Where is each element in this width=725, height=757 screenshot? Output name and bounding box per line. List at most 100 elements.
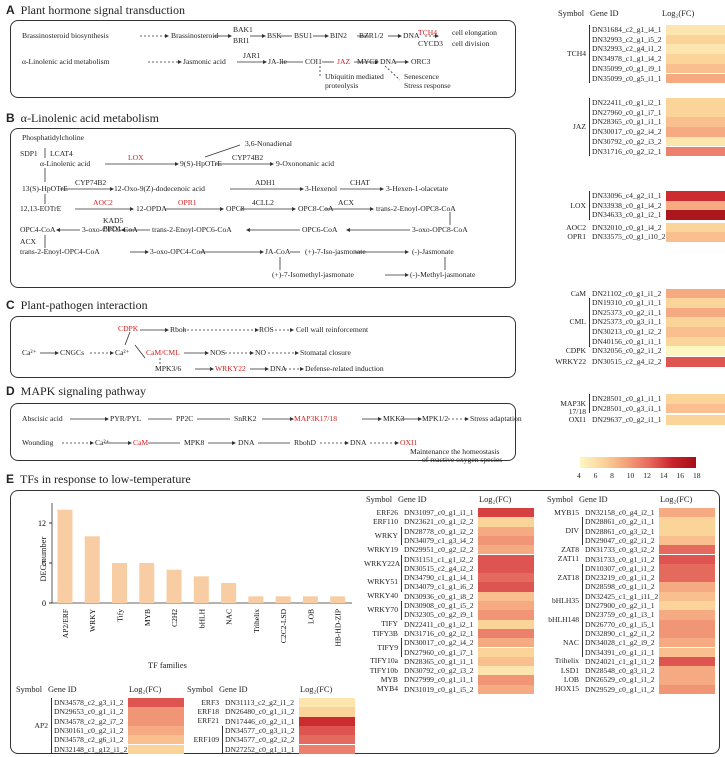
fc-cell — [478, 647, 534, 657]
group-bracket — [589, 394, 590, 414]
group-bracket — [582, 563, 583, 592]
gene-id: DN30017_c0_g2_i4_2 — [404, 638, 474, 648]
gene-symbol: TIFY10b — [369, 665, 398, 675]
fc-cell — [659, 582, 715, 592]
bar-LOB — [302, 596, 318, 603]
gene-id: DN28365_c0_g1_i1_1 — [404, 656, 474, 666]
fc-cell — [299, 735, 355, 745]
gene-symbol: OPR1 — [567, 231, 586, 241]
gene-id: DN28778_c0_g1_i2_2 — [404, 526, 474, 536]
gene-id: DN34633_c0_g1_i2_1 — [592, 210, 662, 220]
b-label: (-)-Methyl-jasmonate — [410, 270, 476, 279]
fc-cell — [666, 127, 725, 137]
fc-cell — [659, 684, 715, 694]
gene-id: DN30792_c0_g2_i3_2 — [404, 666, 474, 676]
gene-id: DN33938_c0_g1_i4_2 — [592, 200, 662, 210]
b-label-gene: OPR1 — [178, 198, 197, 207]
gene-symbol: MYB15 — [554, 507, 579, 517]
gene-id: DN23219_c0_g1_i1_2 — [585, 573, 655, 583]
a-label: BZR1/2 — [359, 31, 384, 40]
gene-symbol: ERF26 — [376, 507, 398, 517]
fc-cell — [478, 656, 534, 667]
a-label: BRI1 — [233, 36, 250, 45]
fc-cell — [128, 735, 184, 745]
gene-id: DN31733_c0_g1_i1_2 — [585, 554, 655, 564]
panel-e-header: E TFs in response to low-temperature — [6, 472, 191, 486]
d-label: Stress adaptation — [470, 414, 522, 423]
bar-NAC — [221, 583, 237, 603]
d-label: Abscisic acid — [22, 414, 63, 423]
d-label: PYR/PYL — [110, 414, 142, 423]
gene-symbol: CaM — [570, 288, 586, 298]
gene-symbol: ERF18 — [197, 706, 219, 716]
fc-cell — [666, 394, 725, 404]
bar-C2C2-LSD — [275, 596, 291, 603]
colorbar-tick-label: 8 — [610, 471, 614, 480]
fc-cell — [666, 34, 725, 45]
group-bracket — [582, 591, 583, 611]
table-fc-header: Log₂(FC) — [300, 685, 333, 694]
fc-cell — [659, 619, 715, 629]
b-label: Phosphatidylcholine — [22, 133, 85, 142]
b-label: (+)-7-Isomethyl-jasmonate — [272, 270, 354, 279]
b-label: 3-Hexenol — [305, 184, 338, 193]
panel-d-header: D MAPK signaling pathway — [6, 384, 146, 398]
panel-e-box — [10, 490, 720, 754]
gene-id: DN30792_c0_g2_i3_2 — [592, 136, 662, 146]
gene-id: DN31113_c2_g2_i1_2 — [225, 698, 295, 707]
gene-id: DN32010_c0_g1_i4_2 — [592, 223, 662, 232]
fc-cell — [666, 327, 725, 337]
fc-cell — [128, 698, 184, 708]
fc-cell — [659, 666, 715, 676]
fc-cell — [659, 517, 715, 527]
gene-id: DN29653_c0_g1_i1_2 — [54, 707, 124, 717]
fc-cell — [299, 707, 355, 717]
y-tick-label: 0 — [42, 599, 46, 608]
gene-id: DN34578_c2_g3_i1_2 — [54, 698, 124, 707]
gene-id: DN23759_c0_g1_i3_1 — [585, 610, 655, 620]
gene-id: DN34391_c0_g1_i1_1 — [585, 647, 655, 657]
panel-c-box — [10, 316, 516, 378]
gene-id: DN23621_c0_g1_i2_2 — [404, 517, 474, 527]
gene-id: DN30213_c0_g1_i2_2 — [592, 327, 662, 337]
fc-cell — [478, 563, 534, 574]
table-geneid-header: Gene ID — [398, 495, 427, 504]
fc-cell — [659, 610, 715, 620]
bar-AP2/ERF — [57, 509, 73, 603]
fc-cell — [666, 200, 725, 211]
gene-symbol: ERF3 — [201, 697, 219, 707]
fc-cell — [299, 698, 355, 708]
gene-symbol: CML — [569, 317, 586, 327]
gene-id: DN29637_c0_g2_i1_1 — [592, 415, 662, 424]
b-label: trans-2-Enoyl-OPC4-CoA — [20, 247, 100, 256]
gene-symbol: bHLH35 — [552, 596, 579, 605]
fc-cell — [299, 716, 355, 726]
group-bracket — [401, 573, 402, 592]
b-label: trans-2-Enoyl-OPC8-CoA — [376, 204, 456, 213]
fc-cell — [659, 508, 715, 518]
fc-cell — [478, 638, 534, 648]
group-bracket — [51, 698, 52, 754]
b-label: 12-Oxo-9(Z)-dodecenoic acid — [114, 184, 205, 193]
gene-id: DN25373_c0_g2_i1_1 — [592, 307, 662, 317]
d-label: MPK1/2 — [422, 414, 449, 423]
b-label: 3-oxo-OPC8-CoA — [412, 225, 468, 234]
gene-id: DN31716_c0_g2_i2_1 — [592, 146, 662, 156]
colorbar-tick-label: 16 — [676, 471, 685, 480]
gene-id: DN27999_c0_g1_i1_1 — [404, 675, 474, 685]
gene-symbol: ZAT18 — [557, 572, 579, 582]
gene-symbol: TIFY — [381, 619, 398, 629]
table-fc-header: Log₂(FC) — [479, 495, 512, 504]
a-label: ORC3 — [411, 57, 431, 66]
group-bracket — [589, 298, 590, 347]
b-label: 13(S)-HpOTrE — [22, 184, 68, 193]
b-label: OPC8 — [226, 204, 245, 213]
gene-symbol: HOX15 — [554, 684, 579, 694]
fc-cell — [478, 526, 534, 536]
table-symbol-header: Symbol — [16, 685, 43, 694]
d-label: SnRK2 — [234, 414, 257, 423]
gene-id: DN31684_c2_g1_i4_1 — [592, 25, 662, 34]
